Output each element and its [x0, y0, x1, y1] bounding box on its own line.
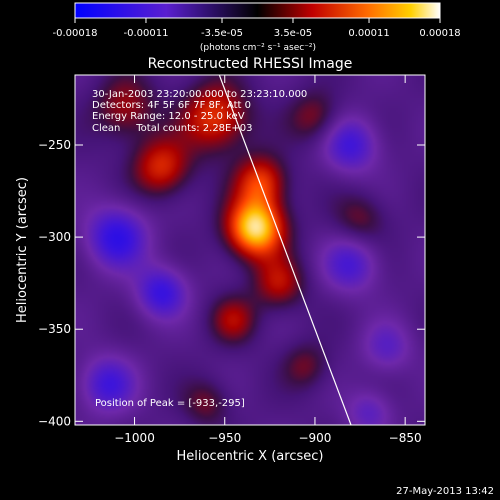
colorbar-tick-label: -0.00018 [53, 28, 98, 39]
colorbar-tick-label: -0.00011 [123, 28, 168, 39]
x-tick-label: −900 [298, 431, 331, 445]
y-tick-label: −300 [38, 230, 71, 244]
colorbar-unit-label: (photons cm⁻² s⁻¹ asec⁻²) [200, 43, 316, 53]
colorbar-tick-label: 3.5e-05 [274, 28, 312, 39]
y-tick-label: −250 [38, 138, 71, 152]
chart-title: Reconstructed RHESSI Image [148, 56, 353, 72]
colorbar-ticks: -0.00018 -0.00011 -3.5e-05 3.5e-05 0.00011 0.… [53, 18, 461, 39]
annotation-detectors: Detectors: 4F 5F 6F 7F 8F, Att 0 [92, 100, 251, 111]
heatmap-image [75, 75, 425, 425]
annotation-time: 30-Jan-2003 23:20:00.000 to 23:23:10.000 [92, 89, 307, 100]
x-tick-label: −950 [208, 431, 241, 445]
plot-frame [74, 74, 426, 426]
annotation-peak: Position of Peak = [-933,-295] [95, 398, 245, 409]
colorbar: -0.00018 -0.00011 -3.5e-05 3.5e-05 0.00011 0.… [53, 2, 461, 53]
axis-ticks: −1000 −950 −900 −850 −250 −300 −350 −400 [38, 75, 425, 445]
solar-limb-line [218, 75, 352, 425]
x-tick-label: −1000 [114, 431, 155, 445]
annotation-clean: Clean Total counts: 2.28E+03 [92, 123, 252, 134]
colorbar-bar [74, 2, 441, 19]
plot-area: −1000 −950 −900 −850 −250 −300 −350 −400 [38, 74, 426, 445]
x-tick-label: −850 [389, 431, 422, 445]
colorbar-tick-label: 0.00018 [419, 28, 460, 39]
y-tick-label: −350 [38, 322, 71, 336]
colorbar-tick-label: -3.5e-05 [201, 28, 243, 39]
annotation-energy: Energy Range: 12.0 - 25.0 keV [92, 111, 245, 122]
y-tick-label: −400 [38, 414, 71, 428]
annotations: 30-Jan-2003 23:20:00.000 to 23:23:10.000… [92, 89, 307, 409]
footer-timestamp: 27-May-2013 13:42 [396, 486, 494, 497]
y-axis-label: Heliocentric Y (arcsec) [15, 177, 30, 323]
x-axis-label: Heliocentric X (arcsec) [177, 449, 324, 464]
colorbar-tick-label: 0.00011 [348, 28, 389, 39]
